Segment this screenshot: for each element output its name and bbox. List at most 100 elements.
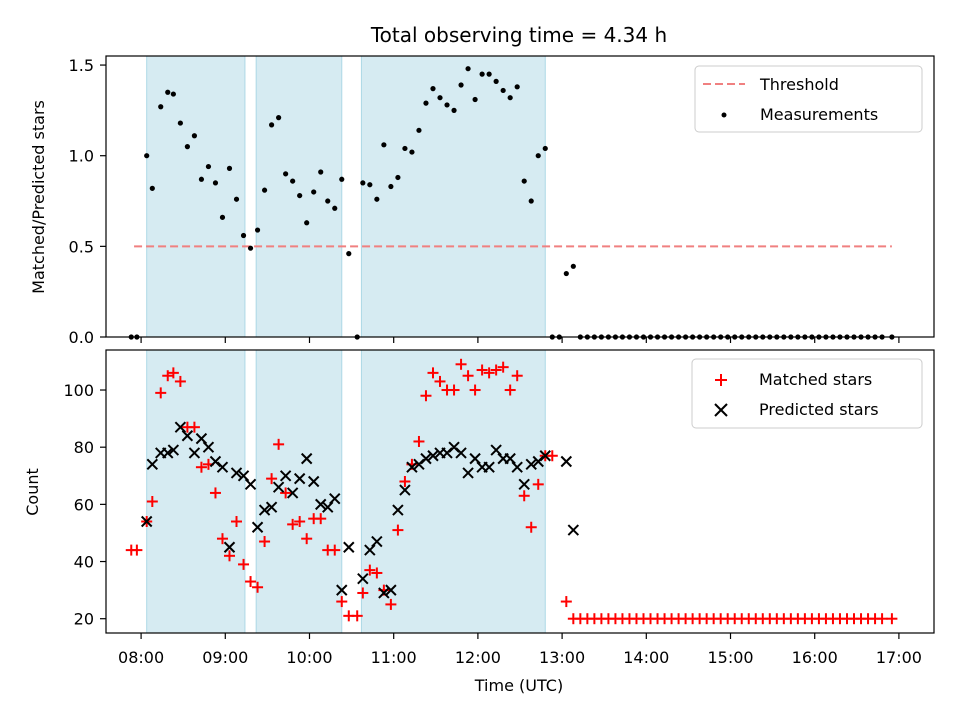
measurement-point — [444, 102, 449, 107]
measurement-point — [501, 88, 506, 93]
measurement-point — [192, 133, 197, 138]
observing-interval-band — [147, 56, 245, 337]
count-y-tick-label: 80 — [74, 438, 94, 457]
measurement-point — [158, 104, 163, 109]
measurement-point — [304, 220, 309, 225]
matched-star-marker — [245, 576, 256, 587]
measurement-point — [508, 95, 513, 100]
x-tick-label: 15:00 — [707, 648, 753, 667]
x-tick-label: 09:00 — [202, 648, 248, 667]
measurement-point — [276, 115, 281, 120]
ratio-y-tick-label: 1.5 — [69, 56, 94, 75]
x-tick-label: 17:00 — [876, 648, 922, 667]
measurement-point — [220, 215, 225, 220]
measurement-point — [311, 189, 316, 194]
measurement-point — [515, 84, 520, 89]
predicted-star-marker — [344, 542, 354, 552]
matched-legend-label: Matched stars — [759, 370, 872, 389]
ratio-legend: Threshold Measurements — [695, 66, 922, 132]
observing-interval-band — [361, 56, 545, 337]
observing-intervals — [147, 350, 546, 633]
predicted-star-marker — [561, 456, 571, 466]
measurement-point — [536, 153, 541, 158]
threshold-legend-label: Threshold — [759, 75, 839, 94]
matched-star-marker — [561, 596, 572, 607]
measurement-point — [297, 193, 302, 198]
measurement-point — [451, 108, 456, 113]
ratio-y-tick-label: 0.0 — [69, 328, 94, 347]
measurement-point — [360, 180, 365, 185]
x-tick-label: 08:00 — [118, 648, 164, 667]
measurement-point — [571, 264, 576, 269]
measurement-point — [318, 169, 323, 174]
measurement-point — [144, 153, 149, 158]
measurement-point — [402, 146, 407, 151]
count-legend: Matched stars Predicted stars — [692, 359, 922, 428]
measurement-point — [472, 97, 477, 102]
measurement-point — [423, 101, 428, 106]
measurement-point — [178, 120, 183, 125]
count-y-ticks: 20406080100 — [63, 381, 106, 629]
count-y-axis-label: Count — [23, 468, 42, 516]
observing-interval-band — [256, 350, 342, 633]
x-axis-label: Time (UTC) — [474, 676, 563, 695]
measurement-point — [262, 188, 267, 193]
matched-star-marker — [886, 613, 897, 624]
measurement-point — [522, 178, 527, 183]
predicted-legend-label: Predicted stars — [759, 400, 879, 419]
measurement-point — [206, 164, 211, 169]
count-y-tick-label: 20 — [74, 610, 94, 629]
measurement-point — [346, 251, 351, 256]
measurement-point — [290, 178, 295, 183]
measurement-point — [480, 72, 485, 77]
measurement-point — [165, 90, 170, 95]
measurements-legend-marker — [722, 113, 727, 118]
x-tick-label: 14:00 — [623, 648, 669, 667]
x-tick-label: 16:00 — [792, 648, 838, 667]
measurement-point — [416, 128, 421, 133]
measurement-point — [332, 206, 337, 211]
measurement-point — [458, 82, 463, 87]
measurement-point — [339, 177, 344, 182]
count-y-tick-label: 100 — [63, 381, 94, 400]
measurement-point — [241, 233, 246, 238]
x-tick-label: 10:00 — [286, 648, 332, 667]
x-tick-label: 12:00 — [455, 648, 501, 667]
measurement-point — [227, 166, 232, 171]
measurement-point — [437, 95, 442, 100]
matched-star-marker — [877, 613, 888, 624]
measurement-point — [487, 72, 492, 77]
measurement-point — [494, 79, 499, 84]
measurement-point — [283, 171, 288, 176]
count-panel: 08:00 09:00 10:00 11:00 12:00 13:00 14:00 15:00… — [23, 350, 934, 695]
measurement-point — [171, 91, 176, 96]
measurements-legend-label: Measurements — [760, 105, 878, 124]
measurement-point — [269, 122, 274, 127]
measurement-point — [199, 177, 204, 182]
measurement-point — [381, 142, 386, 147]
observing-intervals — [147, 56, 546, 337]
measurement-point — [465, 66, 470, 71]
ratio-y-tick-label: 1.0 — [69, 147, 94, 166]
x-tick-label: 11:00 — [371, 648, 417, 667]
measurement-point — [367, 182, 372, 187]
figure: Total observing time = 4.34 h 0.00.51.01… — [0, 0, 960, 720]
measurement-point — [150, 186, 155, 191]
chart-title: Total observing time = 4.34 h — [370, 23, 667, 47]
measurement-point — [248, 246, 253, 251]
ratio-y-axis-label: Matched/Predicted stars — [29, 100, 48, 294]
measurement-point — [374, 197, 379, 202]
count-x-ticks: 08:00 09:00 10:00 11:00 12:00 13:00 14:00 15:00… — [118, 633, 922, 667]
ratio-y-ticks: 0.00.51.01.5 — [69, 56, 106, 347]
measurement-point — [388, 184, 393, 189]
predicted-star-marker — [568, 525, 578, 535]
ratio-panel: 0.0 0.5 1.0 1.5 Matched/Predicted stars Thr… — [29, 56, 934, 347]
measurement-point — [185, 144, 190, 149]
measurement-point — [213, 180, 218, 185]
matched-star-marker — [131, 545, 142, 556]
measurement-point — [430, 86, 435, 91]
predicted-star-marker — [246, 479, 256, 489]
measurement-point — [255, 227, 260, 232]
x-tick-label: 13:00 — [539, 648, 585, 667]
measurement-point — [529, 198, 534, 203]
